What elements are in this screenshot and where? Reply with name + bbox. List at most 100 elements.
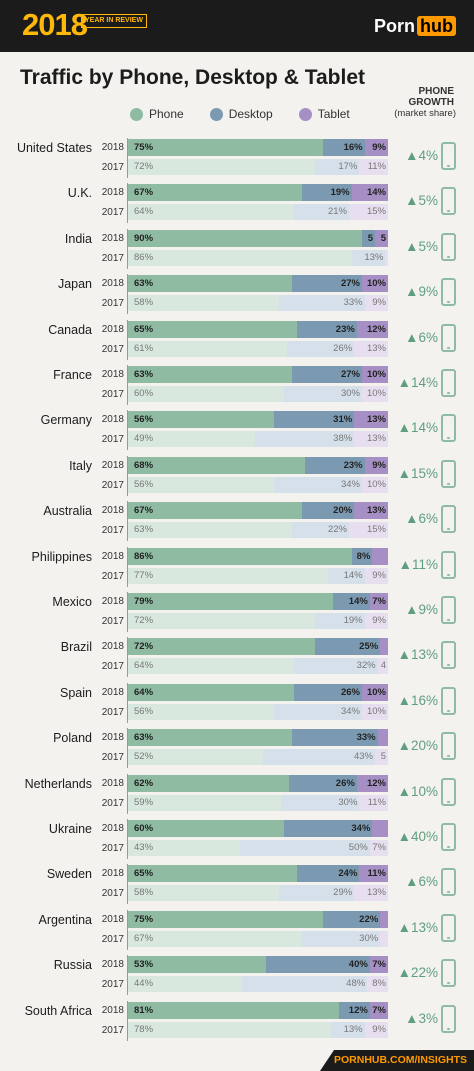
value-label-desktop-2017-russia: 48%: [346, 978, 366, 990]
phone-icon: [441, 323, 456, 352]
phone-icon: [441, 823, 456, 851]
bar-phone-2017-spain: [128, 703, 274, 720]
bar-phone-2017-australia: [128, 522, 292, 539]
legend-tablet: Tablet: [298, 107, 350, 121]
year-label: 2018: [22, 7, 88, 42]
year-label-2017-russia: 2017: [101, 979, 124, 991]
phone-icon: [441, 278, 456, 307]
bar-desktop-2018-mexico: [333, 593, 370, 610]
year-label-2018-argentina: 2018: [101, 913, 124, 925]
bar-tablet-2018-mexico: [369, 593, 388, 610]
bar-phone-2018-india: [128, 229, 362, 247]
value-label-desktop-2018-canada: 23%: [335, 323, 355, 335]
phone-icon: [441, 550, 456, 579]
bar-desktop-2018-australia: [302, 502, 355, 520]
value-label-phone-2017-ukraine: 43%: [134, 842, 154, 853]
phone-growth-subheader: (market share): [394, 108, 456, 119]
year-label-2018-canada: 2018: [101, 323, 124, 335]
bar-phone-2018-spain: [128, 683, 295, 701]
value-label-desktop-2018-france: 27%: [340, 369, 360, 380]
growth-value-india: ▲5%: [405, 238, 438, 254]
phone-icon: [441, 232, 456, 261]
bar-phone-2017-poland: [128, 749, 264, 766]
bar-desktop-2018-japan: [291, 275, 362, 293]
year-label-2018-brazil: 2018: [101, 641, 124, 653]
axis-line-netherlands: [127, 773, 128, 814]
year-label-2017-united-states: 2017: [101, 162, 124, 173]
value-label-desktop-2018-poland: 33%: [356, 732, 376, 744]
year-label-2017-netherlands: 2017: [101, 797, 124, 809]
bar-tablet-2018-sweden: [359, 865, 388, 883]
value-label-phone-2017-sweden: 58%: [134, 887, 154, 899]
bar-desktop-2017-u-k-: [294, 204, 349, 221]
country-label-philippines: Philippines: [31, 549, 92, 564]
value-label-desktop-2017-france: 30%: [340, 388, 360, 399]
year-label-2017-sweden: 2017: [101, 888, 124, 900]
bar-desktop-2017-russia: [242, 976, 368, 993]
country-label-argentina: Argentina: [38, 912, 92, 927]
growth-value-mexico: ▲9%: [405, 602, 438, 617]
axis-line-sweden: [127, 864, 128, 905]
bar-desktop-2017-mexico: [315, 613, 365, 629]
value-label-phone-2018-italy: 68%: [134, 459, 154, 471]
value-label-tablet-2018-spain: 10%: [366, 686, 386, 698]
bar-tablet-2017-sweden: [354, 885, 388, 902]
bar-tablet-2017-germany: [354, 431, 388, 448]
bar-desktop-2018-poland: [291, 729, 378, 747]
bar-phone-2017-south-africa: [128, 1021, 331, 1038]
bar-tablet-2018-philippines: [372, 547, 388, 565]
bar-desktop-2018-canada: [297, 320, 357, 338]
bar-phone-2018-france: [128, 366, 292, 383]
value-label-desktop-2017-poland: 43%: [353, 751, 373, 763]
axis-line-spain: [127, 682, 128, 723]
bar-desktop-2018-italy: [304, 456, 365, 474]
bar-desktop-2017-brazil: [294, 658, 378, 675]
country-label-south-africa: South Africa: [24, 1003, 92, 1018]
bar-phone-2018-poland: [128, 729, 292, 747]
year-in-review-badge: YEAR IN REVIEW: [81, 14, 147, 28]
year-label-2018-netherlands: 2018: [101, 777, 124, 789]
bar-phone-2017-germany: [128, 431, 256, 448]
logo-text-right: hub: [417, 16, 456, 36]
axis-line-australia: [127, 501, 128, 542]
growth-value-argentina: ▲13%: [397, 919, 438, 935]
bar-phone-2017-u-k-: [128, 204, 295, 221]
growth-value-australia: ▲6%: [405, 511, 438, 527]
value-label-phone-2017-india: 86%: [134, 251, 154, 263]
bar-tablet-2017-south-africa: [364, 1021, 388, 1038]
year-label-2017-argentina: 2017: [101, 933, 124, 945]
value-label-phone-2017-philippines: 77%: [134, 569, 154, 581]
bar-phone-2017-japan: [128, 295, 279, 312]
value-label-phone-2018-india: 90%: [134, 232, 154, 244]
country-label-japan: Japan: [57, 277, 92, 292]
year-label-2017-italy: 2017: [101, 479, 124, 491]
value-label-tablet-2018-italy: 9%: [372, 459, 386, 471]
bar-desktop-2017-spain: [273, 703, 362, 720]
bar-tablet-2018-argentina: [380, 910, 388, 928]
axis-line-ukraine: [127, 819, 128, 859]
bar-tablet-2017-india: [385, 249, 388, 266]
value-label-phone-2017-poland: 52%: [134, 751, 154, 763]
value-label-tablet-2017-u-k-: 15%: [366, 206, 386, 218]
bar-phone-2017-netherlands: [128, 794, 282, 811]
growth-value-south-africa: ▲3%: [405, 1010, 438, 1026]
bar-tablet-2018-russia: [369, 956, 388, 974]
growth-value-italy: ▲15%: [397, 465, 438, 481]
year-label-2018-philippines: 2018: [101, 550, 124, 562]
value-label-phone-2018-poland: 63%: [134, 732, 154, 744]
country-label-canada: Canada: [48, 322, 92, 337]
bar-desktop-2017-netherlands: [281, 794, 360, 811]
bar-phone-2018-russia: [128, 956, 266, 974]
bar-desktop-2017-france: [284, 386, 362, 402]
bar-tablet-2017-japan: [364, 295, 388, 312]
value-label-phone-2018-brazil: 72%: [134, 641, 154, 653]
bar-desktop-2018-united-states: [323, 139, 365, 156]
bar-tablet-2018-poland: [377, 729, 388, 747]
year-label-2017-japan: 2017: [101, 298, 124, 310]
value-label-phone-2017-brazil: 64%: [134, 660, 154, 672]
value-label-tablet-2017-netherlands: 11%: [367, 796, 386, 808]
year-label-2017-poland: 2017: [101, 752, 124, 764]
country-label-russia: Russia: [53, 958, 92, 973]
bar-phone-2017-brazil: [128, 658, 295, 675]
